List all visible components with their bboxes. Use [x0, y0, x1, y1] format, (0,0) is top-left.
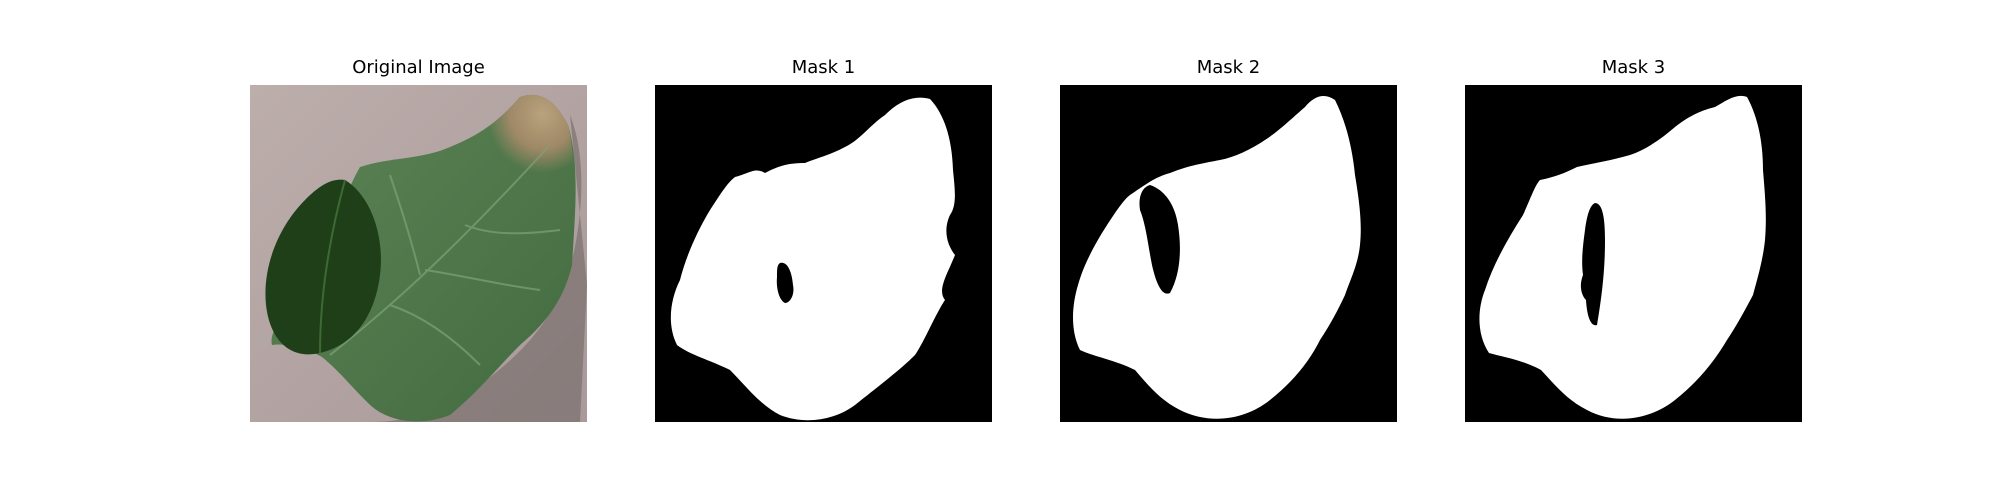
dark-leaf-vein — [319, 179, 346, 354]
leaf-veins — [329, 144, 561, 366]
leaf-shadow — [370, 115, 587, 422]
panel-title: Mask 2 — [1196, 57, 1261, 78]
mask-region — [1479, 95, 1766, 419]
panel-original-image: Original Image — [250, 57, 587, 422]
mask-2-image — [1060, 85, 1397, 422]
mask-region — [1073, 95, 1361, 419]
mask-hole — [776, 262, 794, 303]
panel-mask-3: Mask 3 — [1465, 57, 1802, 422]
dark-leaf — [265, 179, 381, 355]
blight-area — [450, 94, 574, 225]
panel-title: Mask 1 — [791, 57, 856, 78]
panel-mask-1: Mask 1 — [655, 57, 992, 422]
mask-3 — [1465, 85, 1802, 422]
mask-1-image — [655, 85, 992, 422]
mask-hole — [1580, 203, 1605, 326]
mask-3-image — [1465, 85, 1802, 422]
mask-2 — [1060, 85, 1397, 422]
panel-title: Mask 3 — [1601, 57, 1666, 78]
mask-region — [670, 97, 955, 421]
panel-mask-2: Mask 2 — [1060, 57, 1397, 422]
panel-title: Original Image — [352, 57, 485, 78]
mask-hole — [1139, 185, 1180, 294]
mask-1 — [655, 85, 992, 422]
leaf-photo — [250, 85, 587, 422]
original-image — [250, 85, 587, 422]
